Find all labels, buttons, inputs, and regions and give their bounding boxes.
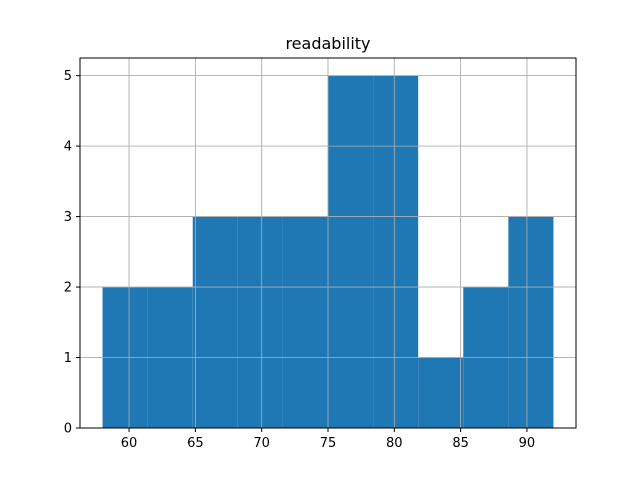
y-axis-ticks: 0 1 2 3 4 5 — [64, 69, 80, 437]
histogram-bar-5 — [328, 75, 374, 428]
histogram-bar-2 — [192, 216, 238, 428]
y-tick-label-5: 5 — [64, 69, 72, 84]
x-tick-label-6: 90 — [519, 436, 536, 451]
y-tick-label-3: 3 — [64, 210, 72, 225]
y-tick-label-2: 2 — [64, 281, 72, 296]
y-tick-label-4: 4 — [64, 140, 72, 155]
y-tick-label-1: 1 — [64, 351, 72, 366]
histogram-bar-9 — [508, 216, 554, 428]
y-tick-label-0: 0 — [64, 422, 72, 437]
x-tick-label-5: 85 — [452, 436, 469, 451]
x-tick-label-1: 65 — [187, 436, 204, 451]
x-tick-label-2: 70 — [253, 436, 270, 451]
x-tick-label-4: 80 — [386, 436, 403, 451]
x-axis-ticks: 60 65 70 75 80 85 90 — [121, 428, 535, 451]
histogram-bar-6 — [373, 75, 419, 428]
histogram-bar-7 — [418, 357, 464, 428]
x-tick-label-0: 60 — [121, 436, 138, 451]
chart-title: readability — [285, 34, 370, 53]
histogram-bar-4 — [282, 216, 328, 428]
x-tick-label-3: 75 — [320, 436, 337, 451]
histogram-bars — [80, 58, 576, 429]
histogram-bar-3 — [237, 216, 283, 428]
